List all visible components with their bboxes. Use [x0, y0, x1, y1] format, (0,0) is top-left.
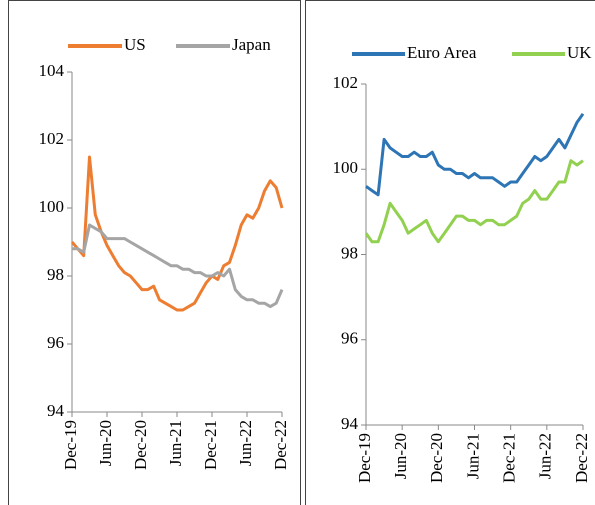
legend-label: US — [124, 35, 146, 54]
x-tick-label: Jun-21 — [166, 420, 185, 466]
x-tick-label: Jun-20 — [96, 420, 115, 466]
series-line — [70, 155, 284, 312]
y-tick-label: 96 — [47, 333, 64, 352]
legend-label: Euro Area — [407, 43, 477, 62]
legend-label: Japan — [232, 35, 271, 54]
x-tick-label: Dec-19 — [355, 433, 374, 483]
x-tick-label: Dec-22 — [271, 420, 290, 470]
x-tick-label: Dec-22 — [572, 433, 591, 483]
y-tick-label: 100 — [333, 158, 359, 177]
y-tick-label: 98 — [47, 265, 64, 284]
y-tick-label: 96 — [341, 329, 358, 348]
x-tick-label: Jun-22 — [536, 433, 555, 479]
x-tick-label: Dec-20 — [427, 433, 446, 483]
y-tick-label: 94 — [47, 401, 65, 420]
x-tick-label: Dec-19 — [61, 420, 80, 470]
x-tick-label: Dec-21 — [500, 433, 519, 483]
y-tick-label: 104 — [39, 61, 65, 80]
x-tick-label: Jun-22 — [236, 420, 255, 466]
series-line — [72, 223, 284, 309]
panel-border — [8, 0, 301, 505]
y-tick-label: 94 — [341, 414, 359, 433]
y-tick-label: 100 — [39, 197, 65, 216]
y-tick-label: 102 — [333, 73, 359, 92]
series-line — [364, 159, 584, 244]
x-tick-label: Dec-20 — [131, 420, 150, 470]
series-line — [365, 112, 585, 197]
y-tick-label: 102 — [39, 129, 65, 148]
x-tick-label: Dec-21 — [201, 420, 220, 470]
x-tick-label: Jun-20 — [391, 433, 410, 479]
legend-label: UK — [567, 43, 592, 62]
y-tick-label: 98 — [341, 243, 358, 262]
panel-border — [305, 0, 595, 505]
x-tick-label: Jun-21 — [463, 433, 482, 479]
